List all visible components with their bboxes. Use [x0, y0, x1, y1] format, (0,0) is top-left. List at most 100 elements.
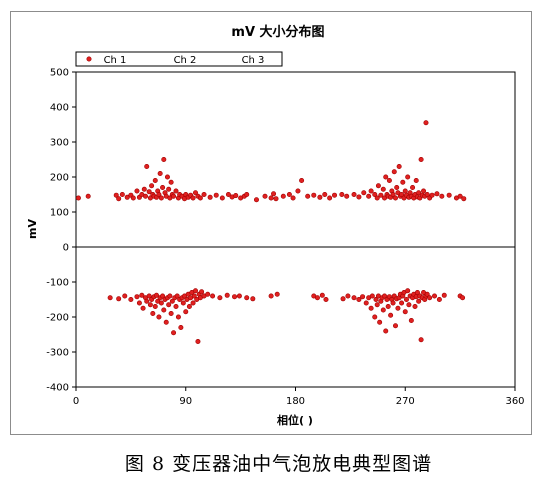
data-point: [122, 293, 128, 299]
data-point: [160, 293, 166, 299]
data-point: [107, 295, 113, 301]
data-point: [373, 296, 379, 302]
data-point: [392, 195, 398, 201]
data-point: [190, 195, 196, 201]
data-point: [386, 178, 392, 184]
y-tick-label: -400: [46, 383, 69, 394]
data-point: [460, 295, 466, 301]
data-point: [416, 190, 422, 196]
data-point: [299, 178, 305, 184]
data-point: [152, 303, 158, 309]
data-point: [436, 296, 442, 302]
data-point: [363, 300, 369, 306]
data-point: [178, 324, 184, 330]
data-point: [163, 319, 169, 325]
data-point: [323, 296, 329, 302]
data-point: [423, 120, 429, 126]
data-point: [134, 188, 140, 194]
data-point: [374, 195, 380, 201]
chart-frame: [10, 11, 532, 435]
data-point: [149, 183, 155, 189]
data-point: [116, 296, 122, 302]
data-point: [429, 192, 435, 198]
data-point: [268, 293, 274, 299]
data-point: [380, 307, 386, 313]
data-point: [219, 195, 225, 201]
data-point: [195, 338, 201, 344]
data-point: [339, 192, 345, 198]
data-point: [134, 294, 140, 300]
data-point: [197, 195, 203, 201]
y-tick-label: -200: [46, 313, 69, 324]
y-tick-label: 200: [50, 173, 69, 184]
data-point: [439, 193, 445, 199]
x-tick-label: 360: [505, 396, 524, 407]
data-point: [317, 194, 323, 200]
data-point: [290, 195, 296, 201]
data-point: [380, 186, 386, 192]
data-point: [399, 192, 405, 198]
data-point: [369, 293, 375, 299]
data-point: [130, 195, 136, 201]
y-tick-label: 0: [63, 243, 69, 254]
data-point: [136, 300, 142, 306]
data-point: [399, 300, 405, 306]
data-point: [250, 296, 256, 302]
data-point: [344, 193, 350, 199]
data-point: [224, 292, 230, 298]
data-point: [173, 303, 179, 309]
data-point: [461, 196, 467, 202]
data-point: [340, 296, 346, 302]
data-point: [351, 295, 357, 301]
data-point: [262, 193, 268, 199]
data-point: [375, 183, 381, 189]
data-point: [174, 293, 180, 299]
data-point: [377, 319, 383, 325]
data-point: [156, 192, 162, 198]
legend-label: Ch 2: [174, 55, 197, 66]
data-point: [144, 298, 150, 304]
data-point: [124, 194, 130, 200]
data-point: [405, 288, 411, 294]
data-point: [418, 157, 424, 163]
data-point: [161, 157, 167, 163]
data-point: [424, 291, 430, 297]
data-point: [128, 296, 134, 302]
data-point: [403, 296, 409, 302]
data-point: [167, 293, 173, 299]
data-point: [390, 192, 396, 198]
data-point: [416, 298, 422, 304]
data-point: [144, 164, 150, 170]
data-point: [356, 296, 362, 302]
data-point: [186, 303, 192, 309]
data-point: [406, 302, 412, 308]
y-tick-label: 400: [50, 103, 69, 114]
data-point: [274, 291, 280, 297]
data-point: [153, 292, 159, 298]
data-point: [280, 193, 286, 199]
data-point: [253, 197, 259, 203]
data-point: [374, 302, 380, 308]
data-point: [418, 337, 424, 343]
data-point: [457, 193, 463, 199]
y-axis-title: mV: [26, 219, 39, 239]
legend-marker: [86, 56, 92, 62]
data-point: [390, 300, 396, 306]
data-point: [396, 164, 402, 170]
x-tick-label: 0: [73, 396, 79, 407]
data-point: [286, 192, 292, 198]
data-point: [392, 323, 398, 329]
data-point: [141, 186, 147, 192]
data-point: [147, 302, 153, 308]
data-point: [410, 185, 416, 191]
data-point: [372, 314, 378, 320]
data-point: [157, 171, 163, 177]
data-point: [146, 293, 152, 299]
data-point: [314, 295, 320, 301]
data-point: [168, 310, 174, 316]
data-point: [305, 193, 311, 199]
data-point: [413, 178, 419, 184]
data-point: [232, 294, 238, 300]
legend-label: Ch 1: [104, 55, 127, 66]
data-point: [383, 174, 389, 180]
